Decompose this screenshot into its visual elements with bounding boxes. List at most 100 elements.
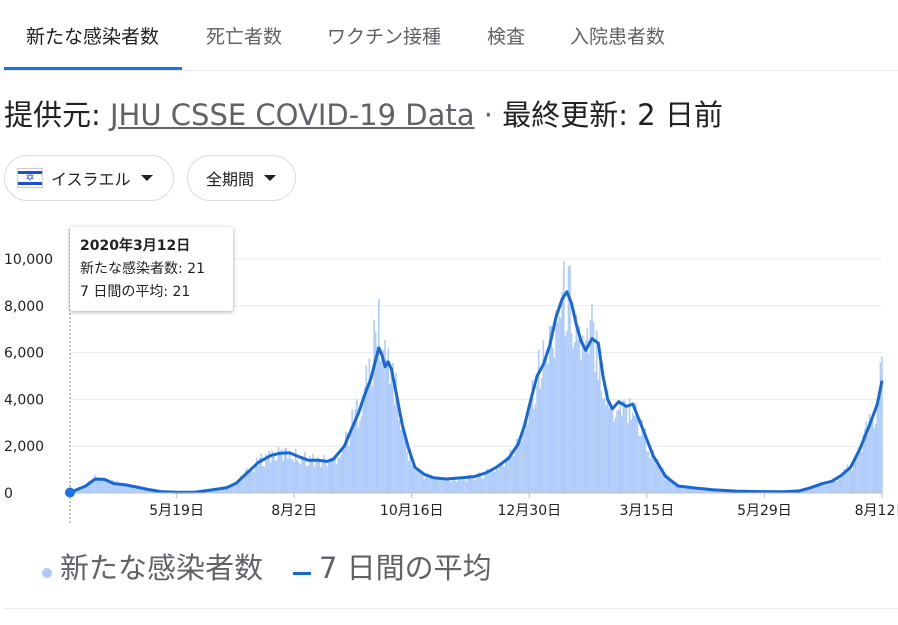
daily-cases-bar bbox=[417, 468, 419, 493]
legend-average-swatch bbox=[293, 571, 312, 575]
daily-cases-bar bbox=[472, 478, 474, 493]
daily-cases-bar bbox=[669, 478, 672, 493]
period-selector[interactable]: 全期間 bbox=[187, 155, 296, 201]
daily-cases-bar bbox=[274, 460, 277, 493]
daily-cases-bar bbox=[88, 481, 90, 493]
daily-cases-bar bbox=[876, 399, 879, 493]
daily-cases-bar bbox=[323, 455, 325, 493]
daily-cases-bar bbox=[671, 479, 673, 493]
daily-cases-bar bbox=[881, 356, 883, 493]
daily-cases-bar bbox=[525, 417, 527, 493]
daily-cases-bar bbox=[363, 386, 366, 493]
daily-cases-bar bbox=[475, 478, 477, 493]
daily-cases-bar bbox=[600, 391, 603, 493]
daily-cases-bar bbox=[494, 471, 496, 493]
daily-cases-bar bbox=[249, 469, 252, 493]
daily-cases-bar bbox=[279, 453, 281, 493]
daily-cases-bar bbox=[639, 435, 642, 493]
tab-vaccinations[interactable]: ワクチン接種 bbox=[327, 26, 442, 48]
daily-cases-bar bbox=[282, 460, 284, 493]
daily-cases-bar bbox=[843, 468, 846, 493]
daily-cases-bar bbox=[544, 362, 546, 493]
daily-cases-bar bbox=[102, 479, 104, 493]
daily-cases-bar bbox=[122, 485, 125, 493]
daily-cases-bar bbox=[385, 359, 388, 493]
daily-cases-bar bbox=[531, 379, 534, 493]
daily-cases-bar bbox=[298, 462, 300, 493]
daily-cases-bar bbox=[829, 483, 832, 493]
daily-cases-bar bbox=[77, 489, 79, 493]
daily-cases-bar bbox=[331, 457, 333, 493]
daily-cases-bar bbox=[418, 469, 421, 493]
daily-cases-bar bbox=[511, 456, 513, 493]
daily-cases-bar bbox=[614, 417, 617, 493]
daily-cases-bar bbox=[428, 477, 430, 493]
daily-cases-bar bbox=[552, 347, 554, 493]
tooltip-cases: 新たな感染者数: 21 bbox=[80, 261, 205, 277]
daily-cases-bar bbox=[305, 466, 308, 493]
daily-cases-bar bbox=[211, 489, 214, 493]
daily-cases-bar bbox=[705, 490, 708, 493]
daily-cases-bar bbox=[384, 340, 386, 493]
daily-cases-bar bbox=[838, 479, 841, 493]
daily-cases-bar bbox=[230, 484, 233, 493]
daily-cases-bar bbox=[677, 485, 679, 493]
daily-cases-bar bbox=[631, 412, 634, 493]
daily-cases-bar bbox=[346, 433, 349, 493]
daily-cases-bar bbox=[233, 482, 236, 493]
country-label: イスラエル bbox=[51, 170, 131, 189]
tooltip-average: 7 日間の平均: 21 bbox=[80, 284, 191, 300]
daily-cases-bar bbox=[570, 333, 573, 493]
daily-cases-bar bbox=[247, 471, 250, 493]
daily-cases-bar bbox=[421, 474, 424, 493]
tab-tests[interactable]: 検査 bbox=[487, 26, 526, 48]
daily-cases-bar bbox=[556, 322, 559, 493]
daily-cases-bar bbox=[222, 486, 225, 493]
seven-day-average-line bbox=[69, 290, 884, 494]
daily-cases-bar bbox=[487, 470, 490, 493]
daily-cases-bar bbox=[591, 303, 593, 493]
daily-cases-bar bbox=[119, 484, 121, 493]
cases-chart[interactable]: 0 2,000 4,000 6,000 8,000 10,000 5月19日 8月2日 10月1… bbox=[0, 215, 898, 525]
daily-cases-bar bbox=[597, 379, 600, 493]
daily-cases-bar bbox=[550, 325, 553, 493]
daily-cases-bar bbox=[324, 461, 327, 493]
daily-cases-bar bbox=[816, 484, 819, 493]
daily-cases-bar bbox=[490, 469, 493, 493]
daily-cases-bar bbox=[254, 464, 256, 493]
legend-average-label: 7 日間の平均 bbox=[319, 551, 492, 585]
daily-cases-bar bbox=[498, 465, 501, 493]
daily-cases-bar bbox=[450, 481, 452, 493]
daily-cases-bar bbox=[580, 360, 582, 493]
daily-cases-bar bbox=[526, 425, 529, 493]
daily-cases-bar bbox=[283, 448, 286, 493]
daily-cases-bar bbox=[396, 406, 399, 493]
daily-cases-bar bbox=[484, 473, 487, 493]
daily-cases-bar bbox=[849, 464, 852, 493]
daily-cases-bar bbox=[320, 467, 322, 493]
daily-cases-bar bbox=[805, 489, 808, 493]
daily-cases-bar bbox=[611, 409, 614, 493]
daily-cases-bar bbox=[649, 458, 651, 493]
daily-cases-bar bbox=[520, 441, 523, 493]
daily-cases-bar bbox=[694, 488, 697, 493]
tab-hospitalizations[interactable]: 入院患者数 bbox=[570, 26, 666, 48]
daily-cases-bar bbox=[287, 459, 289, 493]
daily-cases-bar bbox=[835, 481, 838, 493]
source-link[interactable]: JHU CSSE COVID-19 Data bbox=[110, 98, 475, 132]
daily-cases-bar bbox=[530, 397, 532, 493]
daily-cases-bar bbox=[873, 428, 875, 493]
daily-cases-bar bbox=[406, 451, 408, 493]
daily-cases-bar bbox=[83, 486, 85, 493]
tab-new-cases[interactable]: 新たな感染者数 bbox=[26, 26, 160, 48]
daily-cases-bar bbox=[860, 451, 863, 493]
daily-cases-bar bbox=[503, 466, 505, 493]
country-selector[interactable]: ✡ イスラエル bbox=[4, 155, 174, 201]
daily-cases-bar bbox=[412, 462, 415, 493]
tab-deaths[interactable]: 死亡者数 bbox=[206, 26, 283, 48]
daily-cases-bar bbox=[360, 416, 363, 493]
daily-cases-bar bbox=[290, 458, 292, 493]
daily-cases-bar bbox=[683, 487, 686, 493]
daily-cases-bar bbox=[854, 459, 857, 493]
daily-cases-bar bbox=[439, 477, 441, 493]
